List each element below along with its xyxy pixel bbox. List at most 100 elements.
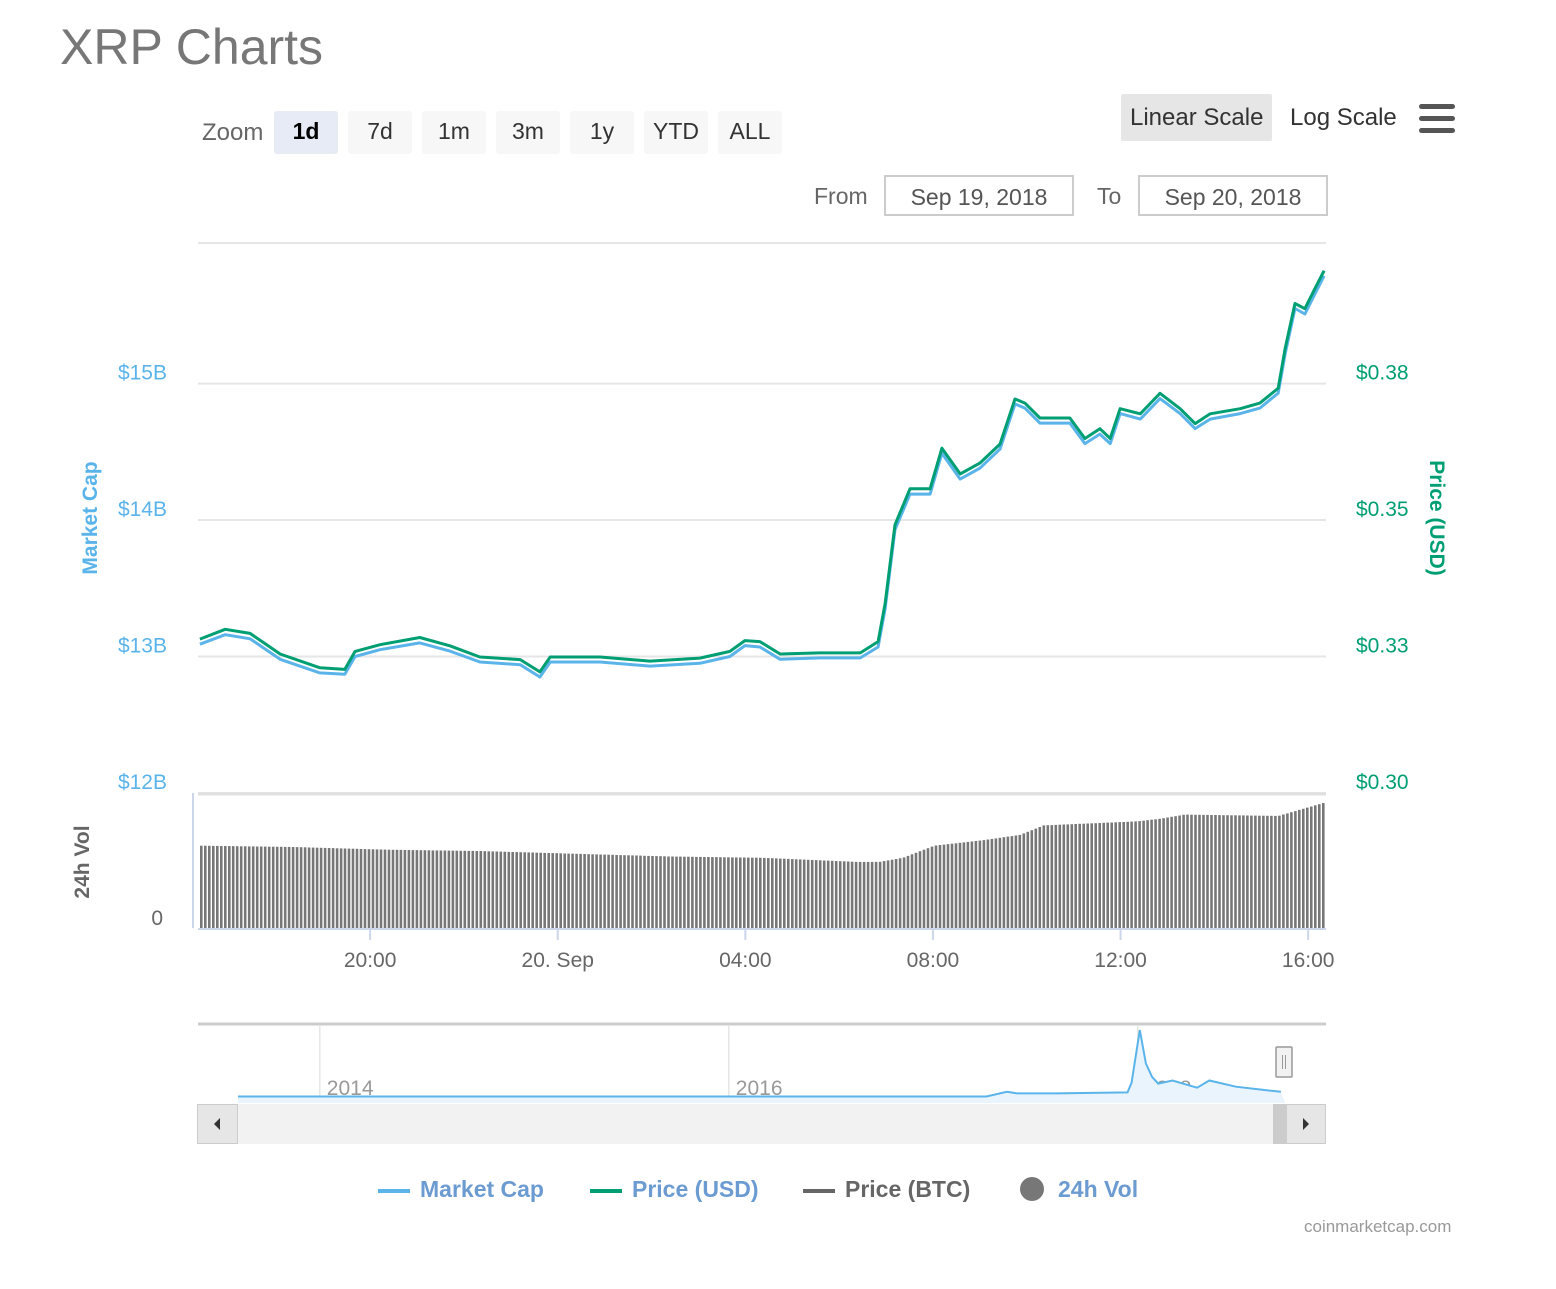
linear-scale-button[interactable]: Linear Scale (1121, 94, 1273, 141)
volume-bar (291, 847, 295, 928)
volume-bar (794, 859, 798, 928)
zoom-3m-button[interactable]: 3m (496, 111, 560, 154)
volume-bar (1138, 821, 1141, 928)
volume-bar (247, 846, 251, 928)
volume-bar (882, 861, 886, 928)
volume-bar (735, 857, 738, 928)
volume-bar (918, 851, 922, 928)
volume-bar (759, 857, 762, 928)
volume-bar (1162, 818, 1165, 928)
volume-bar (1098, 823, 1101, 928)
volume-bar (1230, 815, 1233, 928)
volume-bar (200, 845, 203, 928)
volume-bar (615, 855, 618, 928)
volume-bar (275, 846, 279, 928)
volume-bar (1106, 822, 1109, 928)
volume-bar (387, 849, 391, 928)
volume-bar (267, 846, 271, 928)
zoom-1y-button[interactable]: 1y (570, 111, 634, 154)
volume-bar (647, 855, 650, 928)
hamburger-menu-icon[interactable] (1419, 104, 1455, 134)
zoom-1d-button[interactable]: 1d (274, 111, 338, 154)
x-axis-tick: 12:00 (1094, 949, 1147, 972)
scrollbar-track[interactable] (197, 1104, 1326, 1144)
volume-bar (699, 856, 702, 928)
legend-line-icon (590, 1188, 622, 1193)
volume-bar (858, 861, 862, 929)
to-date-input[interactable]: Sep 20, 2018 (1138, 175, 1328, 216)
volume-bar (339, 848, 343, 928)
right-axis-title: Price (USD) (1425, 460, 1448, 576)
volume-bar (755, 857, 758, 928)
scrollbar-thumb[interactable] (1273, 1104, 1287, 1144)
left-axis-tick: $13B (118, 635, 167, 658)
navigator-handle[interactable] (1275, 1046, 1293, 1078)
volume-bar (834, 861, 838, 928)
volume-bar (1110, 822, 1113, 928)
volume-bar (1050, 825, 1054, 928)
credit-link[interactable]: coinmarketcap.com (1304, 1217, 1452, 1236)
volume-bar (595, 854, 598, 928)
from-date-input[interactable]: Sep 19, 2018 (884, 175, 1074, 216)
volume-bar (1118, 822, 1121, 928)
volume-bar (974, 841, 978, 928)
volume-bar (830, 860, 834, 928)
volume-bar (1202, 814, 1205, 928)
volume-bar (946, 844, 950, 928)
volume-bar (627, 855, 630, 928)
legend-market-cap[interactable]: Market Cap (378, 1176, 544, 1203)
volume-bar (363, 849, 367, 928)
legend-24h-vol[interactable]: 24h Vol (1020, 1176, 1138, 1203)
volume-bar (535, 852, 538, 928)
volume-axis-title: 24h Vol (71, 825, 94, 898)
volume-bar (575, 853, 578, 928)
volume-bar (487, 851, 491, 928)
volume-bar (1146, 820, 1149, 928)
volume-bar (763, 857, 766, 928)
right-axis-tick: $0.35 (1356, 498, 1409, 521)
volume-bar (331, 848, 335, 928)
volume-bar (1134, 821, 1137, 928)
volume-bar (1222, 815, 1225, 928)
legend-price-usd[interactable]: Price (USD) (590, 1176, 759, 1203)
zoom-7d-button[interactable]: 7d (348, 111, 412, 154)
volume-bar (399, 849, 403, 928)
volume-bar (563, 853, 566, 928)
volume-bar (1046, 825, 1050, 928)
volume-bar (367, 849, 371, 928)
volume-bar (1278, 815, 1281, 928)
legend-label: Price (USD) (632, 1176, 759, 1202)
legend-price-btc[interactable]: Price (BTC) (803, 1176, 970, 1203)
volume-bar (1246, 815, 1249, 928)
volume-bar (455, 850, 459, 928)
volume-bar (471, 850, 475, 928)
volume-bar (934, 845, 938, 928)
volume-bar (1022, 833, 1026, 928)
volume-bar (255, 846, 259, 928)
volume-bar (1190, 814, 1193, 928)
volume-bar (307, 847, 311, 928)
volume-bar (579, 853, 582, 928)
zoom-ytd-button[interactable]: YTD (644, 111, 708, 154)
volume-bar (279, 846, 283, 928)
volume-bar (1242, 815, 1245, 928)
volume-bar (327, 848, 331, 928)
volume-bar (695, 856, 698, 928)
volume-bar (751, 857, 754, 928)
volume-bar (463, 850, 467, 928)
volume-bar (1102, 822, 1105, 928)
volume-bar (1250, 815, 1253, 928)
volume-bar (767, 858, 770, 928)
volume-bar (379, 849, 383, 928)
zoom-all-button[interactable]: ALL (718, 111, 782, 154)
log-scale-button[interactable]: Log Scale (1290, 104, 1397, 131)
navigator-year-label: 2014 (327, 1077, 374, 1100)
volume-bar (511, 852, 514, 928)
zoom-1m-button[interactable]: 1m (422, 111, 486, 154)
volume-bar (1082, 823, 1085, 928)
volume-bar (711, 857, 714, 928)
arrow-right-icon (1303, 1118, 1309, 1130)
volume-bar (683, 856, 686, 928)
volume-bar (659, 856, 662, 928)
